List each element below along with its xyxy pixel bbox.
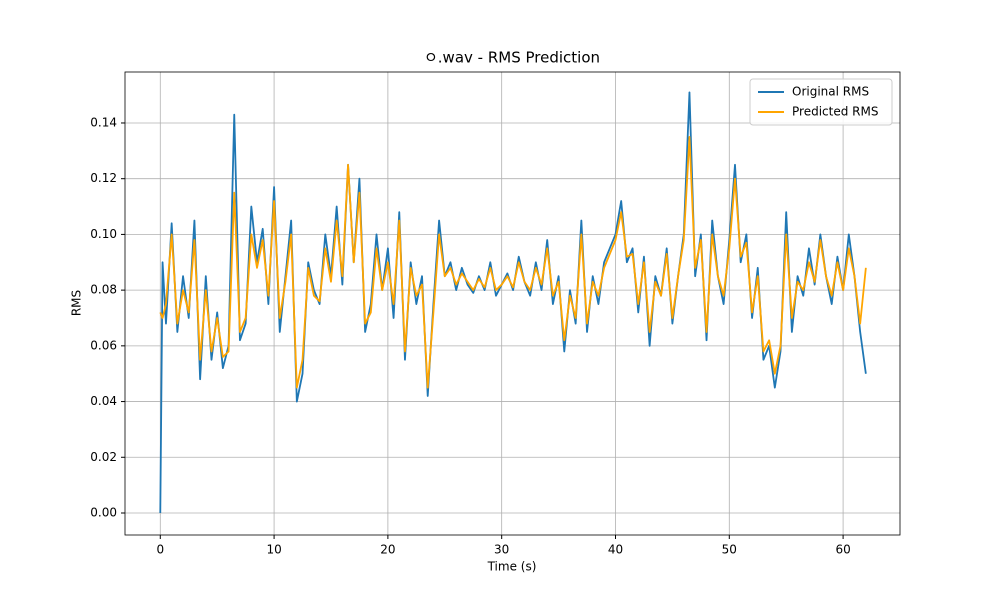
x-tick-label: 10 xyxy=(266,543,281,557)
x-tick-label: 30 xyxy=(494,543,509,557)
y-axis-label: RMS xyxy=(70,290,84,316)
x-tick-label: 20 xyxy=(380,543,395,557)
legend-label: Original RMS xyxy=(792,85,869,99)
x-tick-label: 40 xyxy=(608,543,623,557)
y-tick-label: 0.12 xyxy=(90,171,117,185)
x-tick-label: 60 xyxy=(835,543,850,557)
y-tick-label: 0.14 xyxy=(90,115,117,129)
y-tick-label: 0.00 xyxy=(90,505,117,519)
chart-title: ㅇ.wav - RMS Prediction xyxy=(424,49,600,67)
y-tick-label: 0.04 xyxy=(90,394,117,408)
legend-label: Predicted RMS xyxy=(792,105,878,119)
y-tick-label: 0.10 xyxy=(90,227,117,241)
y-tick-label: 0.06 xyxy=(90,338,117,352)
x-axis-label: Time (s) xyxy=(487,560,537,574)
series-line xyxy=(159,136,867,389)
x-tick-label: 50 xyxy=(722,543,737,557)
plot-frame xyxy=(124,71,901,536)
legend-box xyxy=(749,78,893,126)
y-tick-label: 0.02 xyxy=(90,450,117,464)
y-tick-label: 0.08 xyxy=(90,283,117,297)
x-tick-label: 0 xyxy=(156,543,164,557)
